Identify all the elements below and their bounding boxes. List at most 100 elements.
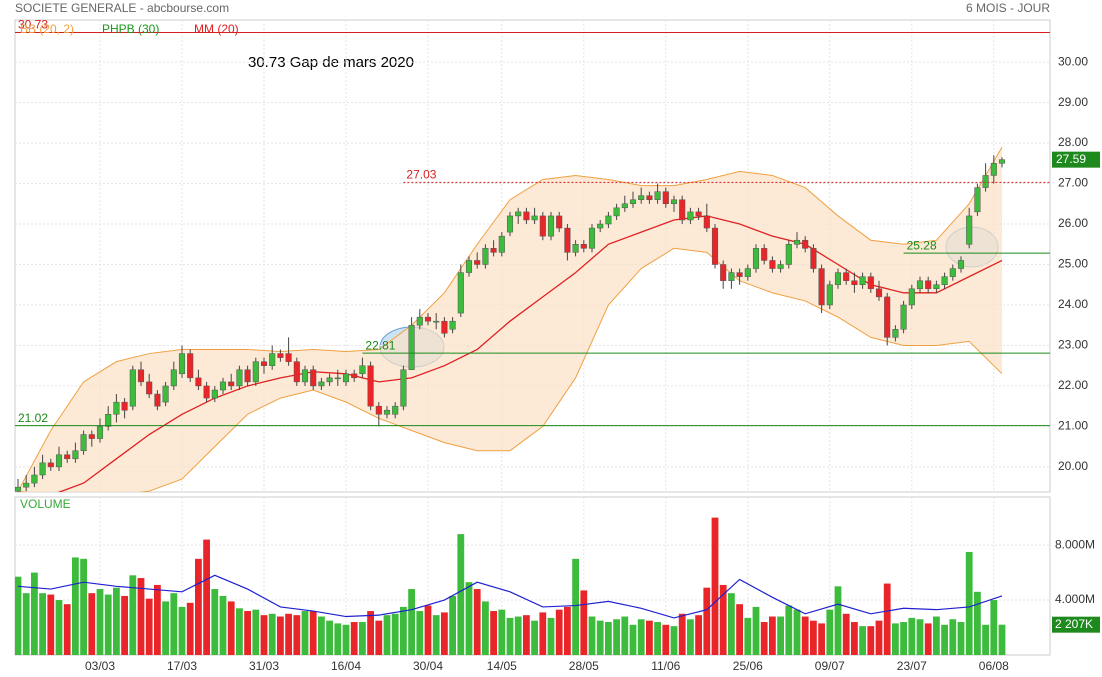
candle-body xyxy=(293,361,300,383)
y-tick-label: 25.00 xyxy=(1058,257,1088,271)
candle-body xyxy=(424,316,432,322)
volume-bar xyxy=(457,534,465,655)
volume-bar xyxy=(687,619,694,655)
volume-bar xyxy=(752,606,760,655)
volume-bar xyxy=(277,616,284,655)
candle-body xyxy=(96,426,104,439)
volume-bar xyxy=(15,576,22,655)
volume-bar xyxy=(285,613,292,655)
candle-body xyxy=(15,486,22,492)
volume-bar xyxy=(974,591,981,655)
candle-body xyxy=(449,320,456,330)
candle-body xyxy=(203,385,210,399)
volume-bar xyxy=(875,620,883,655)
candle-body xyxy=(818,268,825,306)
y-tick-label: 27.00 xyxy=(1058,176,1088,190)
volume-title: VOLUME xyxy=(20,497,71,511)
candle-body xyxy=(474,260,481,265)
candle-body xyxy=(908,288,915,306)
x-tick-label: 09/07 xyxy=(815,659,845,673)
candle-body xyxy=(326,377,333,383)
volume-bar xyxy=(72,557,79,655)
candle-body xyxy=(23,482,30,488)
volume-bar xyxy=(63,604,71,655)
candle-body xyxy=(785,244,792,265)
candle-body xyxy=(892,329,899,338)
volume-bar xyxy=(990,600,998,655)
volume-bar xyxy=(236,608,243,655)
x-tick-label: 16/04 xyxy=(331,659,361,673)
volume-bar xyxy=(145,598,153,655)
candle-body xyxy=(301,369,309,383)
level-label: 27.03 xyxy=(406,167,436,181)
candle-body xyxy=(88,434,95,439)
candle-body xyxy=(121,401,128,411)
volume-bar xyxy=(785,605,793,655)
header-period: 6 MOIS - JOUR xyxy=(966,1,1050,15)
candle-body xyxy=(72,450,79,460)
volume-bar xyxy=(564,606,571,655)
volume-bar xyxy=(547,617,555,655)
volume-bar xyxy=(301,611,309,655)
x-tick-label: 28/05 xyxy=(569,659,599,673)
candle-body xyxy=(39,462,46,476)
volume-bar xyxy=(810,620,817,655)
candle-body xyxy=(113,401,120,415)
last-volume-tag xyxy=(1052,616,1100,633)
y-tick-label: 4.000M xyxy=(1055,592,1095,606)
x-tick-label: 14/05 xyxy=(487,659,517,673)
volume-bar xyxy=(613,619,620,655)
volume-bar xyxy=(268,613,276,655)
candle-body xyxy=(769,260,776,269)
legend-entry: MM (20) xyxy=(194,22,239,36)
volume-bar xyxy=(949,619,957,655)
volume-bar xyxy=(154,584,161,655)
volume-bar xyxy=(719,584,727,655)
candle-body xyxy=(728,272,735,281)
volume-bar xyxy=(924,623,932,655)
volume-bar xyxy=(736,604,743,655)
volume-bar xyxy=(465,582,473,655)
volume-bar xyxy=(760,622,768,655)
candle-body xyxy=(178,353,186,375)
y-tick-label: 23.00 xyxy=(1058,338,1088,352)
volume-bar xyxy=(326,620,333,655)
volume-bar xyxy=(998,624,1006,655)
volume-bar xyxy=(580,590,588,655)
candle-body xyxy=(597,223,604,229)
candle-body xyxy=(506,215,514,233)
candle-body xyxy=(711,227,719,265)
candle-body xyxy=(146,381,153,395)
x-tick-label: 31/03 xyxy=(249,659,279,673)
volume-bar xyxy=(203,539,210,655)
volume-bar xyxy=(793,609,801,655)
candle-body xyxy=(859,276,866,285)
candle-body xyxy=(654,191,661,200)
volume-bar xyxy=(244,611,251,655)
y-tick-label: 29.00 xyxy=(1058,95,1088,109)
volume-layer xyxy=(15,497,1050,655)
volume-bar xyxy=(777,616,784,655)
volume-bar xyxy=(941,624,948,655)
candle-body xyxy=(367,365,374,407)
candle-body xyxy=(523,211,530,221)
candle-body xyxy=(990,163,997,176)
volume-bar xyxy=(957,622,965,655)
volume-bar xyxy=(31,572,38,655)
volume-bar xyxy=(449,595,456,655)
candle-body xyxy=(170,369,177,387)
candle-body xyxy=(539,215,546,237)
candle-body xyxy=(925,280,932,290)
volume-bar xyxy=(982,624,989,655)
candle-body xyxy=(572,244,579,253)
volume-bar xyxy=(523,615,530,655)
volume-bar xyxy=(424,605,432,655)
candle-body xyxy=(875,288,883,298)
candle-body xyxy=(105,414,112,427)
volume-bar xyxy=(293,615,301,655)
legend-entry: PHPB (30) xyxy=(102,22,159,36)
volume-bar xyxy=(883,583,891,655)
x-tick-label: 11/06 xyxy=(651,659,680,673)
volume-bar xyxy=(359,622,366,655)
candle-body xyxy=(47,462,54,468)
